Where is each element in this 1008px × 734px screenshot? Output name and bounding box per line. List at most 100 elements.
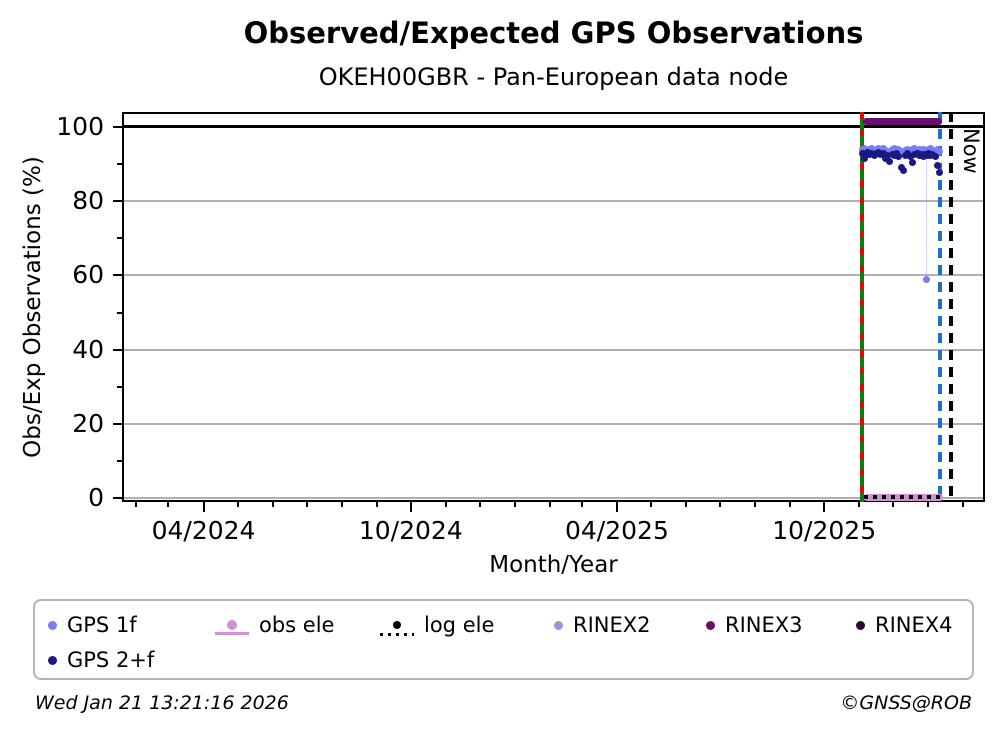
gps2f-point: [895, 153, 903, 161]
y-tick-label: 80: [72, 186, 104, 216]
gps2f-point: [899, 167, 907, 175]
log-ele-legend-marker-icon: [380, 621, 414, 636]
x-tick-minor: [580, 502, 583, 507]
chart-subtitle: OKEH00GBR - Pan-European data node: [318, 63, 789, 91]
last-data-line: [937, 112, 942, 502]
x-tick-minor: [927, 502, 930, 507]
gps-1f-legend-marker-icon: [47, 620, 57, 630]
plot-frame: [122, 112, 985, 502]
gps2f-point: [879, 150, 887, 158]
x-tick-minor: [271, 502, 274, 507]
y-tick: [113, 274, 122, 277]
outlier-connector: [925, 151, 927, 280]
now-label: Now: [959, 128, 984, 174]
x-tick-minor: [134, 502, 137, 507]
x-axis-label: Month/Year: [489, 552, 618, 578]
x-tick-minor: [513, 502, 516, 507]
gps2f-point: [906, 153, 914, 161]
x-tick-minor: [444, 502, 447, 507]
rinex2-legend-marker-icon: [553, 620, 563, 630]
legend: GPS 1f obs ele log ele RINEX2 RINEX3 RINEX4 GP…: [33, 599, 974, 680]
legend-label: GPS 2+f: [67, 648, 155, 672]
x-tick-minor: [305, 502, 308, 507]
x-tick-minor: [754, 502, 757, 507]
gps1f-point: [936, 147, 944, 155]
now-line: [949, 112, 954, 502]
gps2f-point: [861, 155, 869, 163]
x-tick-label: 10/2024: [358, 516, 463, 545]
legend-item: obs ele: [215, 611, 334, 639]
legend-label: obs ele: [259, 613, 335, 637]
gps2f-point: [933, 162, 941, 170]
x-tick-minor: [478, 502, 481, 507]
y-tick: [113, 497, 122, 500]
y-tick-label: 100: [56, 111, 104, 141]
legend-item: GPS 2+f: [47, 646, 154, 674]
x-tick-label: 04/2025: [564, 516, 669, 545]
x-tick-minor: [340, 502, 343, 507]
gps2f-point: [884, 151, 892, 159]
legend-label: RINEX4: [875, 613, 953, 637]
rinex3-line: [862, 118, 942, 126]
rinex3-legend-marker-icon: [705, 620, 715, 630]
x-tick: [202, 502, 205, 512]
x-tick-minor: [167, 502, 170, 507]
legend-label: log ele: [424, 613, 495, 637]
gps-2-f-legend-marker-icon: [47, 655, 57, 665]
x-tick-minor: [649, 502, 652, 507]
rinex4-legend-marker-icon: [855, 620, 865, 630]
x-tick-minor: [858, 502, 861, 507]
legend-label: GPS 1f: [67, 613, 137, 637]
y-tick-minor: [117, 163, 122, 165]
x-tick: [823, 502, 826, 512]
legend-item: RINEX2: [553, 611, 651, 639]
chart-title: Observed/Expected GPS Observations: [243, 16, 864, 50]
reference-line-100: [122, 125, 985, 129]
y-tick-label: 20: [72, 409, 104, 438]
y-tick-minor: [117, 385, 122, 388]
x-tick-minor: [375, 502, 378, 507]
y-gridline: [122, 274, 985, 277]
gps2f-point: [931, 153, 939, 161]
legend-item: GPS 1f: [47, 611, 137, 639]
y-tick-label: 40: [72, 334, 104, 364]
x-tick-label: 10/2025: [772, 516, 877, 545]
x-tick-minor: [236, 502, 239, 507]
x-tick-minor: [892, 502, 895, 507]
data-start-line: [859, 112, 864, 502]
obs-ele-legend-marker-icon: [215, 620, 249, 635]
y-tick: [113, 423, 122, 425]
legend-label: RINEX2: [573, 613, 651, 637]
y-tick: [113, 200, 122, 203]
legend-label: RINEX3: [725, 613, 803, 637]
x-tick-minor: [549, 502, 552, 507]
y-tick-minor: [117, 460, 122, 463]
y-tick-label: 0: [88, 483, 104, 513]
logele-line: [863, 495, 944, 500]
y-gridline: [122, 348, 985, 351]
x-tick: [615, 502, 618, 512]
data-start-line-red-dots: [859, 112, 864, 502]
gps2f-point: [936, 168, 944, 176]
timestamp: Wed Jan 21 13:21:16 2026: [35, 692, 289, 714]
y-tick-minor: [117, 237, 122, 240]
gps1f-point: [922, 275, 930, 283]
y-gridline: [122, 200, 985, 203]
gps2f-point: [909, 159, 917, 167]
legend-item: RINEX4: [855, 611, 953, 639]
y-gridline: [122, 423, 985, 425]
legend-item: RINEX3: [705, 611, 803, 639]
y-tick: [113, 125, 122, 128]
x-tick-label: 04/2024: [151, 516, 256, 545]
y-gridline: [122, 497, 985, 500]
x-tick-minor: [962, 502, 965, 507]
y-tick-minor: [117, 311, 122, 314]
x-tick-minor: [789, 502, 792, 507]
x-tick: [409, 502, 412, 512]
y-tick: [113, 348, 122, 351]
legend-item: log ele: [380, 611, 494, 639]
gps2f-point: [859, 150, 867, 158]
x-tick-minor: [685, 502, 687, 507]
copyright: ©GNSS@ROB: [840, 692, 972, 714]
